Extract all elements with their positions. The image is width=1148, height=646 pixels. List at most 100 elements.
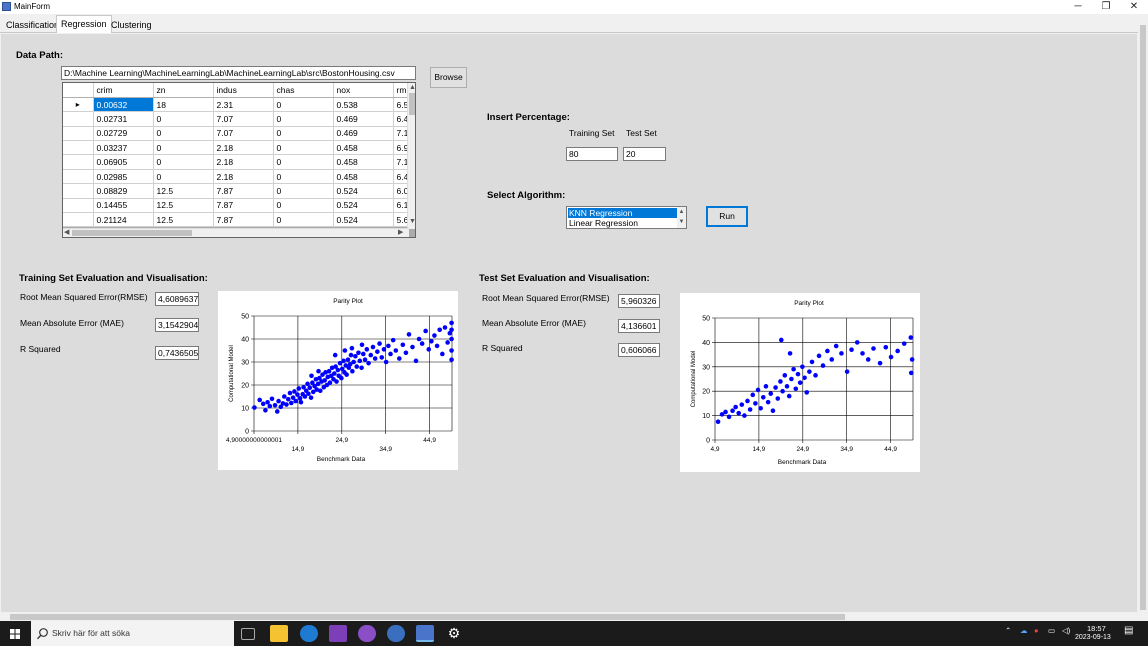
grid-hscroll-thumb[interactable] bbox=[72, 230, 192, 236]
column-header[interactable]: chas bbox=[273, 83, 334, 98]
table-cell[interactable]: 0 bbox=[153, 126, 214, 142]
table-cell[interactable]: 7.07 bbox=[213, 111, 274, 127]
table-row[interactable]: 0.21124 12.5 7.87 0 0.524 5.6 bbox=[63, 212, 414, 228]
table-row[interactable]: 0.03237 0 2.18 0 0.458 6.9 bbox=[63, 140, 414, 156]
file-explorer-icon[interactable] bbox=[270, 625, 288, 642]
table-cell[interactable]: 2.18 bbox=[213, 140, 274, 156]
chevron-up-icon[interactable]: ▲ bbox=[678, 209, 685, 215]
row-header[interactable] bbox=[63, 126, 94, 142]
table-cell[interactable]: 0.524 bbox=[333, 212, 394, 228]
table-cell[interactable]: 0 bbox=[273, 198, 334, 214]
table-cell[interactable]: 0 bbox=[153, 111, 214, 127]
table-row[interactable]: 0.06905 0 2.18 0 0.458 7.1 bbox=[63, 154, 414, 170]
table-cell[interactable]: 12.5 bbox=[153, 183, 214, 199]
test-percentage-input[interactable]: 20 bbox=[623, 147, 666, 161]
table-cell[interactable]: 0 bbox=[273, 154, 334, 170]
form-horizontal-scrollbar[interactable] bbox=[0, 612, 1137, 621]
scroll-left-icon[interactable]: ◀ bbox=[64, 229, 70, 236]
row-header[interactable] bbox=[63, 169, 94, 185]
table-cell[interactable]: 0.02729 bbox=[93, 126, 154, 142]
column-header[interactable]: nox bbox=[333, 83, 394, 98]
table-row[interactable]: 0.02731 0 7.07 0 0.469 6.4 bbox=[63, 111, 414, 127]
scroll-right-icon[interactable]: ▶ bbox=[398, 229, 404, 236]
table-cell[interactable]: 0 bbox=[153, 154, 214, 170]
table-cell[interactable]: 0.458 bbox=[333, 140, 394, 156]
table-cell[interactable]: 0.469 bbox=[333, 111, 394, 127]
table-cell[interactable]: 0 bbox=[153, 169, 214, 185]
github-desktop-icon[interactable] bbox=[358, 625, 376, 642]
tray-time[interactable]: 18:57 bbox=[1087, 624, 1106, 633]
scroll-down-icon[interactable]: ▼ bbox=[409, 218, 416, 225]
table-cell[interactable]: 0 bbox=[273, 126, 334, 142]
start-button[interactable] bbox=[0, 621, 30, 646]
table-cell[interactable]: 0 bbox=[273, 97, 334, 113]
run-button[interactable]: Run bbox=[706, 206, 748, 227]
table-cell[interactable]: 0.524 bbox=[333, 183, 394, 199]
maximize-button[interactable]: ❐ bbox=[1101, 1, 1111, 12]
training-percentage-input[interactable]: 80 bbox=[566, 147, 618, 161]
table-cell[interactable]: 0.02731 bbox=[93, 111, 154, 127]
form-vscroll-thumb[interactable] bbox=[1140, 25, 1146, 610]
training-r2-value[interactable]: 0,7436505 bbox=[155, 346, 199, 360]
settings-gear-icon[interactable]: ⚙ bbox=[447, 625, 461, 641]
tray-security-icon[interactable]: ● bbox=[1034, 626, 1039, 635]
table-cell[interactable]: 0.538 bbox=[333, 97, 394, 113]
table-cell[interactable]: 0.03237 bbox=[93, 140, 154, 156]
form-vertical-scrollbar[interactable] bbox=[1138, 15, 1148, 612]
browse-button[interactable]: Browse bbox=[430, 67, 467, 88]
table-row[interactable]: 0.02729 0 7.07 0 0.469 7.1 bbox=[63, 126, 414, 142]
table-cell[interactable]: 0 bbox=[273, 111, 334, 127]
grid-horizontal-scrollbar[interactable]: ◀ ▶ bbox=[63, 228, 409, 237]
notification-icon[interactable]: ▤ bbox=[1124, 625, 1134, 636]
algorithm-option-linear[interactable]: Linear Regression bbox=[569, 218, 638, 228]
table-cell[interactable]: 0.02985 bbox=[93, 169, 154, 185]
table-cell[interactable]: 0.14455 bbox=[93, 198, 154, 214]
minimize-button[interactable]: ─ bbox=[1074, 1, 1082, 12]
tray-chevron-icon[interactable]: ⌃ bbox=[1005, 626, 1012, 635]
table-cell[interactable]: 0 bbox=[273, 183, 334, 199]
visual-studio-icon[interactable] bbox=[329, 625, 347, 642]
table-cell[interactable]: 2.18 bbox=[213, 169, 274, 185]
tab-clustering[interactable]: Clustering bbox=[111, 20, 152, 30]
edge-icon[interactable] bbox=[300, 625, 318, 642]
test-mae-value[interactable]: 4,136601 bbox=[618, 319, 660, 333]
table-cell[interactable]: 0 bbox=[273, 212, 334, 228]
data-grid[interactable]: crim zn indus chas nox rm ▸ 0.00632 18 2.31 0 0.538… bbox=[62, 82, 416, 238]
tray-date[interactable]: 2023-09-13 bbox=[1075, 634, 1111, 641]
row-header[interactable]: ▸ bbox=[63, 97, 94, 113]
scroll-up-icon[interactable]: ▲ bbox=[409, 84, 416, 91]
algorithm-option-knn[interactable]: KNN Regression bbox=[567, 207, 678, 219]
table-cell[interactable]: 12.5 bbox=[153, 198, 214, 214]
table-row[interactable]: 0.08829 12.5 7.87 0 0.524 6.0 bbox=[63, 183, 414, 199]
tray-network-icon[interactable]: ▭ bbox=[1048, 626, 1056, 635]
test-r2-value[interactable]: 0,606066 bbox=[618, 343, 660, 357]
tab-classification[interactable]: Classification bbox=[6, 20, 60, 30]
table-cell[interactable]: 0.21124 bbox=[93, 212, 154, 228]
table-cell[interactable]: 0.00632 bbox=[93, 97, 154, 113]
table-cell[interactable]: 7.87 bbox=[213, 212, 274, 228]
test-rmse-value[interactable]: 5,960326 bbox=[618, 294, 660, 308]
close-button[interactable]: ✕ bbox=[1129, 1, 1139, 12]
table-cell[interactable]: 0.458 bbox=[333, 169, 394, 185]
table-cell[interactable]: 0.469 bbox=[333, 126, 394, 142]
table-cell[interactable]: 0 bbox=[273, 169, 334, 185]
form-hscroll-thumb[interactable] bbox=[10, 614, 845, 620]
table-cell[interactable]: 0 bbox=[273, 140, 334, 156]
row-header[interactable] bbox=[63, 212, 94, 228]
training-mae-value[interactable]: 3,1542904 bbox=[155, 318, 199, 332]
column-header[interactable]: crim bbox=[93, 83, 154, 98]
row-header[interactable] bbox=[63, 111, 94, 127]
table-cell[interactable]: 2.31 bbox=[213, 97, 274, 113]
table-row[interactable]: 0.02985 0 2.18 0 0.458 6.4 bbox=[63, 169, 414, 185]
grid-vertical-scrollbar[interactable]: ▲ ▼ bbox=[407, 83, 415, 229]
grid-vscroll-thumb[interactable] bbox=[409, 93, 415, 115]
mainform-taskbar-icon[interactable] bbox=[416, 625, 434, 642]
table-cell[interactable]: 18 bbox=[153, 97, 214, 113]
table-cell[interactable]: 0.08829 bbox=[93, 183, 154, 199]
task-view-icon[interactable] bbox=[241, 628, 255, 640]
table-row[interactable]: ▸ 0.00632 18 2.31 0 0.538 6.5 bbox=[63, 97, 414, 113]
row-header[interactable] bbox=[63, 183, 94, 199]
table-cell[interactable]: 12.5 bbox=[153, 212, 214, 228]
column-header[interactable]: indus bbox=[213, 83, 274, 98]
training-rmse-value[interactable]: 4,6089637 bbox=[155, 292, 199, 306]
